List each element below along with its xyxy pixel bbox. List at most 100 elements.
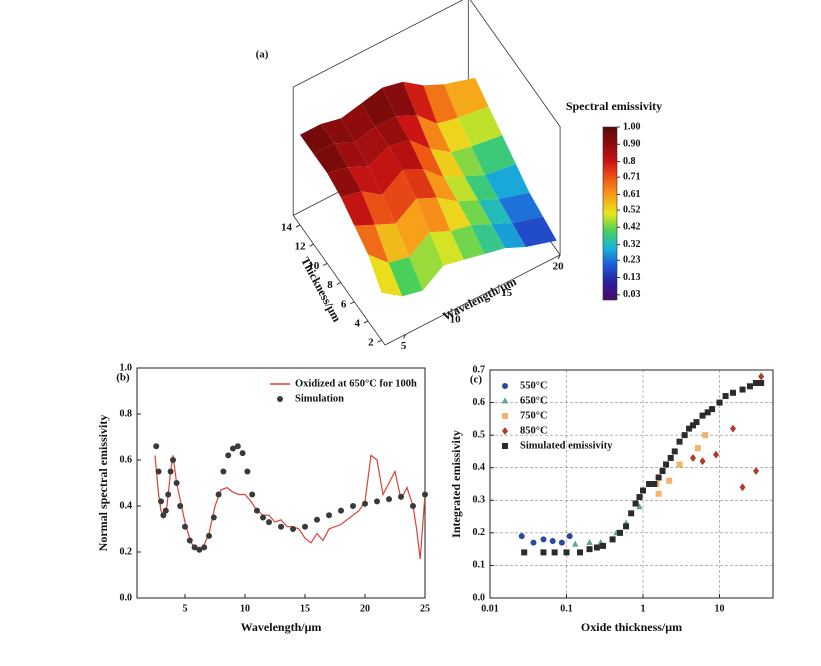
- surface-cell: [375, 116, 410, 147]
- marker: [158, 498, 164, 505]
- legend-label: 650°C: [520, 395, 548, 406]
- x-tick: [454, 307, 458, 313]
- surface-cell: [416, 115, 451, 153]
- marker: [165, 491, 172, 498]
- surface-cell: [375, 223, 410, 263]
- marker: [201, 544, 208, 551]
- marker: [186, 537, 193, 544]
- colorbar-tick-label: 0.8: [623, 156, 636, 167]
- y-tick-label: 2: [368, 337, 374, 349]
- surface-cell: [340, 191, 375, 226]
- marker: [254, 507, 260, 514]
- y-tick-label: 0.1: [473, 560, 486, 571]
- panel-label: (b): [116, 372, 130, 384]
- y-tick-label: 0.3: [473, 495, 486, 506]
- marker: [239, 450, 246, 457]
- surface-cell: [396, 115, 431, 149]
- surface-cell: [491, 223, 526, 249]
- marker: [549, 538, 556, 544]
- marker: [671, 448, 678, 455]
- y-tick-label: 0.6: [120, 454, 133, 465]
- marker: [502, 443, 508, 449]
- colorbar-tick-label: 0.42: [623, 222, 641, 233]
- marker: [600, 542, 607, 549]
- box-edge: [469, 0, 561, 127]
- surface-cell: [402, 168, 437, 199]
- x-tick-label: 10: [450, 313, 462, 325]
- marker: [170, 457, 176, 463]
- marker: [518, 533, 525, 540]
- surface-cell: [437, 117, 472, 153]
- marker: [206, 532, 212, 539]
- surface-cell: [382, 170, 417, 224]
- marker: [753, 380, 760, 387]
- marker: [713, 450, 720, 459]
- plot-frame: [136, 367, 426, 599]
- y-tick: [350, 301, 355, 305]
- marker: [686, 425, 693, 432]
- marker: [244, 468, 251, 475]
- marker: [699, 457, 706, 466]
- surface-cell: [436, 197, 471, 232]
- marker: [191, 544, 198, 551]
- x-tick-label: 0.1: [560, 603, 573, 614]
- surface-cell: [444, 77, 489, 118]
- marker: [314, 516, 320, 523]
- colorbar-tick-label: 0.32: [623, 239, 641, 250]
- surface-cell: [320, 118, 355, 144]
- marker: [676, 461, 683, 468]
- surface-cell: [416, 197, 451, 233]
- marker: [167, 468, 174, 475]
- marker: [338, 507, 344, 514]
- surface-cell: [430, 148, 465, 178]
- marker: [709, 406, 716, 413]
- y-tick-label: 1.0: [120, 362, 133, 373]
- surface-cell: [341, 102, 376, 143]
- marker: [302, 523, 308, 530]
- marker: [160, 512, 167, 519]
- marker: [716, 399, 723, 406]
- y-tick: [295, 224, 301, 228]
- marker: [689, 422, 696, 429]
- surface-cell: [429, 231, 464, 266]
- colorbar-tick-label: 1.00: [623, 121, 641, 132]
- surface-cell: [368, 146, 403, 195]
- y-tick: [336, 282, 342, 286]
- marker: [260, 514, 266, 521]
- surface-cell: [457, 200, 492, 226]
- marker: [155, 468, 162, 475]
- marker: [558, 539, 565, 546]
- marker: [636, 503, 643, 510]
- marker: [586, 539, 593, 546]
- surface-cell: [464, 175, 499, 201]
- colorbar-tick-label: 0.23: [623, 255, 641, 266]
- marker: [173, 480, 180, 486]
- y-tick-label: 0.0: [473, 592, 486, 603]
- marker: [266, 519, 272, 526]
- colorbar-tick-label: 0.90: [623, 139, 641, 150]
- marker: [628, 510, 635, 517]
- marker: [410, 503, 416, 509]
- x-tick: [403, 334, 407, 339]
- y-tick-label: 0.5: [473, 429, 486, 440]
- surface-cell: [512, 216, 557, 247]
- marker: [196, 546, 203, 553]
- y-tick-label: 0.2: [473, 527, 486, 538]
- marker: [350, 503, 356, 509]
- surface-cell: [382, 81, 417, 117]
- marker: [326, 512, 332, 519]
- surface-cell: [361, 191, 396, 225]
- surface-cell: [457, 106, 503, 147]
- marker: [616, 529, 623, 536]
- marker: [234, 443, 241, 450]
- marker: [386, 496, 392, 503]
- colorbar-tick-label: 0.52: [623, 204, 641, 215]
- marker: [586, 546, 593, 553]
- marker: [566, 533, 573, 540]
- marker: [530, 539, 537, 546]
- marker: [746, 383, 753, 390]
- y-tick-label: 0.6: [473, 397, 486, 408]
- y-tick-label: 0.4: [120, 500, 133, 511]
- panel-label: (c): [470, 374, 483, 386]
